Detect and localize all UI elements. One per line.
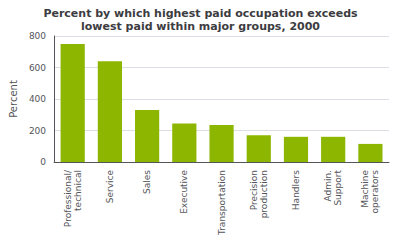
svg-text:Precision: Precision [249, 170, 259, 210]
svg-text:Service: Service [105, 170, 115, 204]
svg-text:Machine: Machine [360, 170, 370, 208]
svg-text:operators: operators [370, 170, 380, 214]
svg-text:Professional/: Professional/ [63, 169, 73, 227]
svg-text:production: production [259, 170, 269, 218]
svg-text:Handlers: Handlers [291, 170, 301, 210]
svg-text:Executive: Executive [179, 170, 189, 214]
svg-text:0: 0 [40, 157, 46, 167]
svg-text:Percent: Percent [8, 80, 19, 118]
svg-text:Admin.: Admin. [323, 170, 333, 202]
svg-text:600: 600 [29, 63, 46, 73]
svg-text:lowest paid within major group: lowest paid within major groups, 2000 [81, 20, 320, 33]
svg-text:technical: technical [73, 170, 83, 211]
svg-text:Sales: Sales [142, 170, 152, 194]
svg-text:Transportation: Transportation [217, 170, 227, 236]
svg-text:Support: Support [333, 170, 343, 206]
svg-text:800: 800 [29, 31, 46, 41]
svg-text:200: 200 [29, 126, 46, 136]
svg-text:400: 400 [29, 94, 46, 104]
svg-text:Percent by which highest paid: Percent by which highest paid occupation… [43, 7, 358, 20]
